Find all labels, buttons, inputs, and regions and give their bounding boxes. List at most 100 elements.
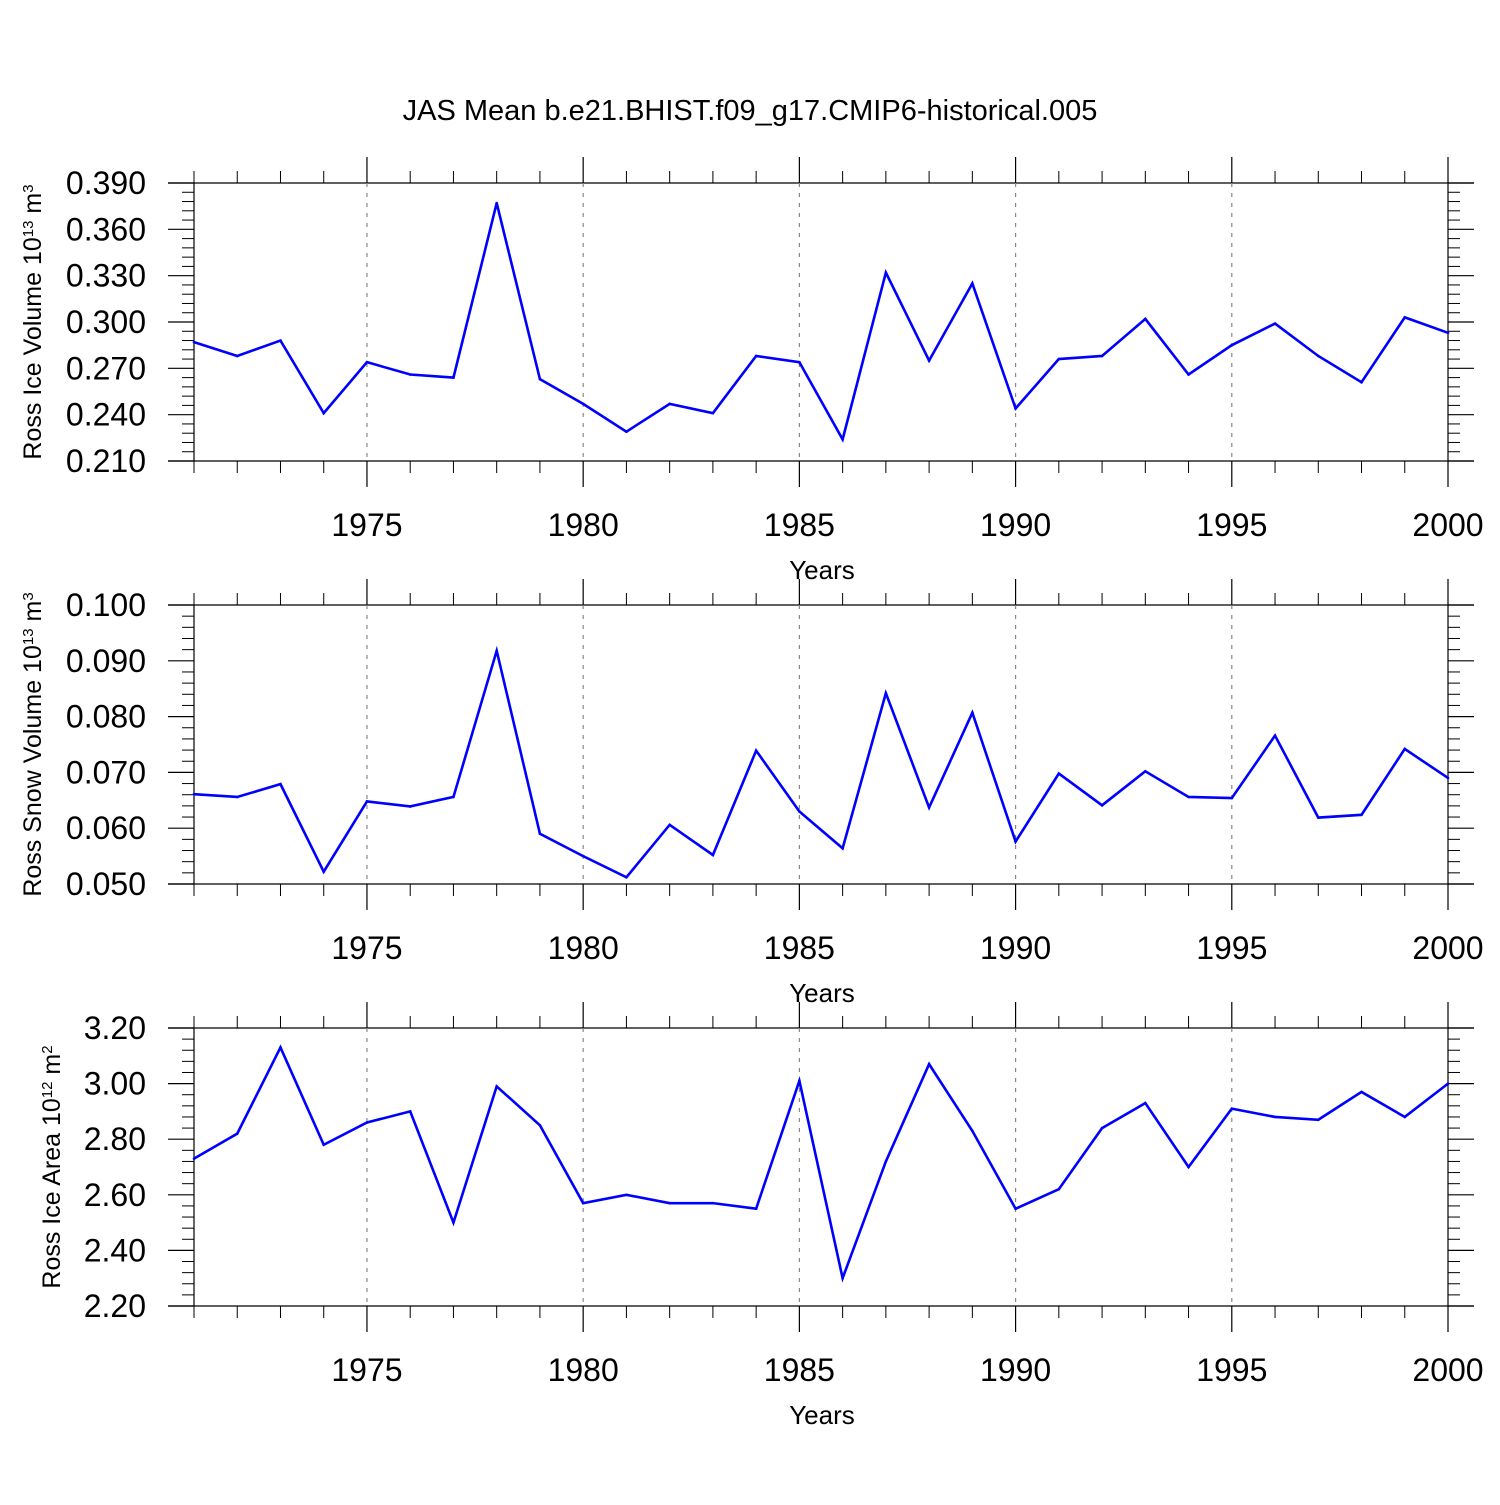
x-tick-label: 1990 (980, 1352, 1051, 1388)
y-tick-label: 3.20 (84, 1010, 146, 1046)
y-axis-label: Ross Snow Volume 1013 m3 (19, 592, 47, 896)
data-point (452, 376, 455, 379)
y-axis-label-unit-exponent: 3 (20, 184, 37, 192)
y-tick-label: 0.070 (66, 754, 146, 790)
x-tick-label: 1975 (331, 1352, 402, 1388)
data-point (711, 1201, 715, 1205)
y-axis-label-unit: m (38, 1054, 66, 1082)
x-tick-label: 1980 (548, 507, 619, 543)
data-point (495, 1085, 498, 1088)
x-tick-label: 1990 (980, 930, 1051, 966)
data-point (1057, 1187, 1061, 1191)
data-point (798, 1079, 801, 1083)
data-point (927, 806, 931, 809)
data-point (1403, 1115, 1407, 1119)
x-tick-label: 1975 (331, 930, 402, 966)
x-tick-label: 1980 (548, 1352, 619, 1388)
x-tick-label: 1990 (980, 507, 1051, 543)
data-point (365, 360, 369, 364)
data-point (668, 823, 671, 827)
y-tick-label: 0.060 (66, 810, 146, 846)
y-axis-label-main: Ross Ice Volume 10 (19, 237, 47, 459)
data-point (1446, 331, 1450, 335)
y-tick-label: 2.80 (84, 1121, 146, 1157)
data-point (754, 749, 758, 752)
y-tick-label: 0.360 (66, 211, 146, 247)
data-point (754, 1207, 758, 1210)
data-point (322, 1143, 326, 1147)
data-point (1273, 1115, 1277, 1119)
data-point (192, 1157, 196, 1160)
data-point (1360, 813, 1363, 817)
data-point (538, 1124, 542, 1127)
data-point (1144, 1101, 1147, 1105)
data-point (1316, 1118, 1320, 1122)
y-tick-label: 0.090 (66, 643, 146, 679)
data-point (625, 430, 628, 433)
y-tick-label: 0.330 (66, 258, 146, 294)
data-point (1187, 795, 1190, 799)
y-axis-label-main: Ross Snow Volume 10 (19, 645, 47, 897)
data-point (279, 1046, 282, 1049)
data-point (884, 691, 888, 695)
y-tick-label: 0.270 (66, 350, 146, 386)
data-point (711, 411, 715, 415)
data-point (971, 711, 974, 714)
chart-panel-2: 1975 1980 1985 1990 1995 2000 0.050 0.060 0.070 0… (19, 579, 1484, 1008)
data-point (927, 1062, 931, 1066)
data-point (279, 782, 282, 786)
data-point (192, 792, 196, 796)
data-point (884, 1160, 888, 1163)
y-tick-label: 0.080 (66, 699, 146, 735)
data-point (668, 402, 671, 406)
data-point (235, 1132, 239, 1135)
x-tick-label: 1980 (548, 930, 619, 966)
data-point (1144, 317, 1147, 321)
data-point (408, 373, 412, 376)
data-point (1100, 1126, 1104, 1130)
figure-title: JAS Mean b.e21.BHIST.f09_g17.CMIP6-histo… (403, 95, 1098, 127)
x-tick-label: 1995 (1196, 1352, 1267, 1388)
data-point (1187, 1165, 1190, 1169)
data-point (1144, 769, 1147, 773)
data-point (322, 411, 326, 415)
y-tick-label: 0.210 (66, 443, 146, 479)
y-axis-label: Ross Ice Area 1012 m2 (38, 1045, 66, 1288)
data-point (625, 1193, 628, 1197)
y-axis-label-exponent: 13 (20, 221, 37, 238)
data-point (408, 1110, 412, 1113)
data-point (235, 795, 239, 799)
data-point (365, 1121, 369, 1124)
y-axis-label-unit-exponent: 3 (20, 592, 37, 600)
data-point (495, 201, 498, 205)
data-point (1360, 380, 1363, 384)
data-point (322, 870, 326, 874)
data-point (452, 795, 455, 799)
data-point (538, 377, 542, 381)
y-tick-label: 2.40 (84, 1232, 146, 1268)
y-axis-label-main: Ross Ice Area 10 (38, 1098, 66, 1288)
y-tick-label: 0.100 (66, 587, 146, 623)
chart-panel-1: 1975 1980 1985 1990 1995 2000 0.210 0.240 0.270 0… (19, 157, 1484, 585)
y-axis-label-unit-exponent: 2 (39, 1045, 56, 1053)
data-point (1403, 747, 1407, 751)
data-point (581, 854, 585, 858)
chart-panel-3: 1975 1980 1985 1990 1995 2000 2.20 2.40 2.60 2.80… (38, 1002, 1484, 1430)
y-axis-label-unit: m (19, 601, 47, 629)
series-line (193, 1044, 1449, 1283)
x-tick-label: 2000 (1412, 507, 1483, 543)
y-axis-label-exponent: 12 (39, 1082, 56, 1099)
x-tick-label: 1975 (331, 507, 402, 543)
data-point (1273, 734, 1277, 737)
x-axis-label: Years (789, 978, 855, 1008)
data-point (581, 1201, 585, 1205)
data-point (408, 805, 412, 808)
x-axis-label: Years (789, 1400, 855, 1430)
data-point (1100, 354, 1104, 358)
data-point (1360, 1090, 1363, 1094)
data-point (538, 832, 542, 836)
data-point (1273, 322, 1277, 325)
data-point (1316, 354, 1320, 358)
x-tick-label: 1985 (764, 1352, 835, 1388)
